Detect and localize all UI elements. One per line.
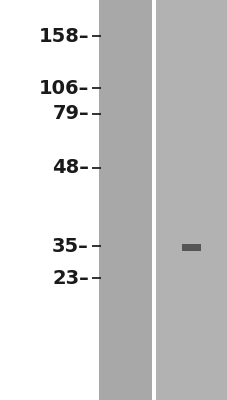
Bar bbox=[99, 0, 151, 400]
Text: 106–: 106– bbox=[39, 78, 89, 98]
Bar bbox=[181, 244, 200, 251]
Text: 48–: 48– bbox=[52, 158, 89, 178]
Text: 23–: 23– bbox=[52, 268, 89, 288]
Text: 158–: 158– bbox=[38, 26, 89, 46]
Bar bbox=[155, 0, 227, 400]
Text: 79–: 79– bbox=[52, 104, 89, 124]
Bar bbox=[151, 0, 155, 400]
Text: 35–: 35– bbox=[52, 236, 89, 256]
